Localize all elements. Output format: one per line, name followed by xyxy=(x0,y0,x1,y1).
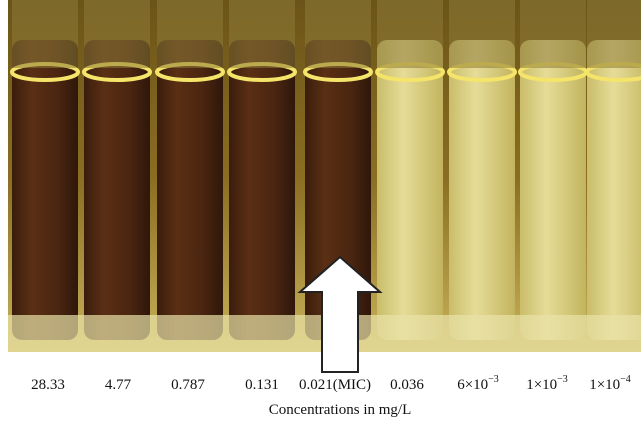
label-text: 1×10 xyxy=(526,377,557,393)
concentration-label: 28.33 xyxy=(31,377,65,393)
tube-top xyxy=(157,0,223,68)
label-text: 0.021(MIC) xyxy=(299,377,371,393)
tube xyxy=(157,40,223,340)
concentration-label: 0.021(MIC) xyxy=(299,377,371,393)
label-text: 0.131 xyxy=(245,377,279,393)
label-exponent: −3 xyxy=(557,374,568,385)
tube xyxy=(305,40,371,340)
concentration-label: 0.036 xyxy=(390,377,424,393)
tube-top xyxy=(12,0,78,68)
concentration-label: 0.131 xyxy=(245,377,279,393)
tube-top xyxy=(84,0,150,68)
concentration-label: 0.787 xyxy=(171,377,205,393)
tube xyxy=(377,40,443,340)
tube xyxy=(520,40,586,340)
tubes xyxy=(10,0,641,340)
label-exponent: −3 xyxy=(488,374,499,385)
tube-top xyxy=(449,0,515,68)
tube-top xyxy=(229,0,295,68)
tube xyxy=(587,40,641,340)
concentration-label: 6×10−3 xyxy=(457,374,499,393)
tube-top xyxy=(520,0,586,68)
labels: 28.33 4.77 0.787 0.131 0.021(MIC) 0.036 6×10−3… xyxy=(31,374,631,393)
tube xyxy=(12,40,78,340)
label-text: 0.036 xyxy=(390,377,424,393)
label-exponent: −4 xyxy=(620,374,631,385)
caption: Concentrations in mg/L xyxy=(269,402,411,418)
tube-top xyxy=(305,0,371,68)
label-text: 6×10 xyxy=(457,377,488,393)
tube-top xyxy=(377,0,443,68)
label-text: 0.787 xyxy=(171,377,205,393)
label-text: 28.33 xyxy=(31,377,65,393)
label-text: 4.77 xyxy=(105,377,132,393)
concentration-label: 1×10−4 xyxy=(589,374,631,393)
label-text: 1×10 xyxy=(589,377,620,393)
tube-top xyxy=(587,0,641,68)
tube xyxy=(449,40,515,340)
tube xyxy=(229,40,295,340)
concentration-label: 4.77 xyxy=(105,377,132,393)
mic-arrow xyxy=(297,255,383,373)
tube xyxy=(84,40,150,340)
concentration-label: 1×10−3 xyxy=(526,374,568,393)
